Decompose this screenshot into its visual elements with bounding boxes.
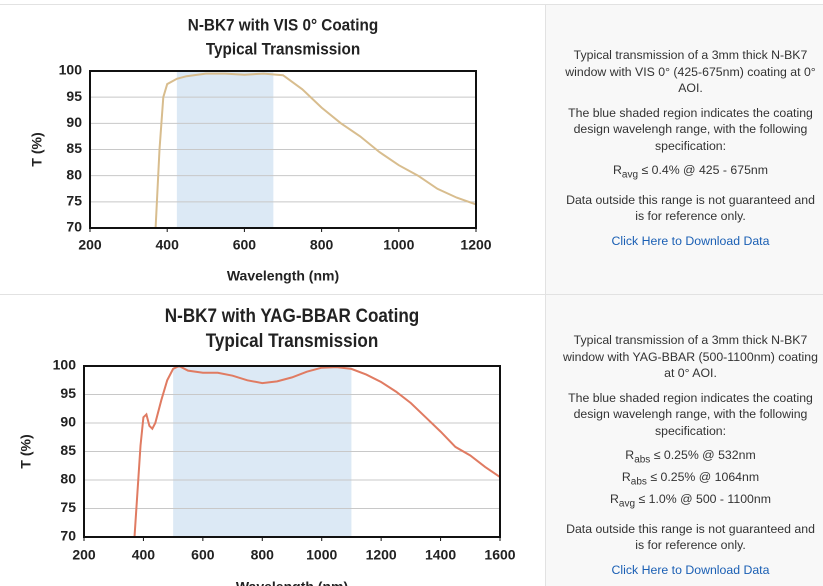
y-tick-label: 85 xyxy=(66,140,82,156)
x-axis-label: Wavelength (nm) xyxy=(227,268,339,284)
y-tick-label: 95 xyxy=(60,385,76,401)
y-tick-label: 100 xyxy=(53,357,77,373)
x-tick-label: 1200 xyxy=(366,547,397,563)
transmission-line xyxy=(133,364,501,538)
x-tick-label: 800 xyxy=(251,547,275,563)
spec-list: Rabs ≤ 0.25% @ 532nm Rabs ≤ 0.25% @ 1064n… xyxy=(560,447,821,513)
spec-sub: abs xyxy=(630,476,647,488)
x-tick-label: 200 xyxy=(72,547,96,563)
spec-symbol: R xyxy=(610,491,619,506)
plot-frame xyxy=(83,365,501,538)
chart-subtitle: Typical Transmission xyxy=(206,40,360,59)
x-tick-label: 1600 xyxy=(484,547,515,563)
download-link[interactable]: Click Here to Download Data xyxy=(611,562,770,577)
spec-list: Ravg ≤ 0.4% @ 425 - 675nm xyxy=(560,162,821,184)
spec-symbol: R xyxy=(613,163,622,177)
disclaimer: Data outside this range is not guarantee… xyxy=(566,192,815,224)
row-border xyxy=(0,294,823,295)
x-tick-label: 200 xyxy=(78,237,102,253)
charts: N-BK7 with VIS 0° Coating Typical Transmi… xyxy=(18,16,516,586)
spec-text: ≤ 0.25% @ 1064nm xyxy=(650,469,760,484)
spec: Ravg ≤ 1.0% @ 500 - 1100nm xyxy=(560,491,821,513)
y-tick-label: 90 xyxy=(60,414,76,430)
y-tick-label: 85 xyxy=(60,442,76,458)
x-tick-label: 400 xyxy=(156,237,180,253)
x-tick-label: 800 xyxy=(310,237,334,253)
spec: Rabs ≤ 0.25% @ 1064nm xyxy=(560,469,821,491)
chart-title: N-BK7 with VIS 0° Coating xyxy=(188,16,378,35)
y-tick-label: 70 xyxy=(66,219,82,235)
y-axis-label: T (%) xyxy=(18,434,34,468)
y-tick-label: 75 xyxy=(66,193,82,209)
chart-subtitle: Typical Transmission xyxy=(206,330,379,351)
row-border xyxy=(0,4,823,5)
y-tick-label: 100 xyxy=(59,62,83,78)
x-tick-label: 1000 xyxy=(383,237,414,253)
description: Typical transmission of a 3mm thick N-BK… xyxy=(563,333,818,380)
description-panel: Typical transmission of a 3mm thick N-BK… xyxy=(545,5,823,294)
y-tick-label: 80 xyxy=(60,471,76,487)
chart-title: N-BK7 with YAG-BBAR Coating xyxy=(165,305,419,326)
x-tick-label: 1400 xyxy=(425,547,456,563)
x-tick-label: 400 xyxy=(132,547,156,563)
x-tick-label: 600 xyxy=(233,237,257,253)
y-tick-label: 70 xyxy=(60,528,76,544)
transmission-line xyxy=(154,72,477,229)
spec-symbol: R xyxy=(625,448,635,462)
note: The blue shaded region indicates the coa… xyxy=(568,390,813,438)
spec: Ravg ≤ 0.4% @ 425 - 675nm xyxy=(560,162,821,184)
y-tick-label: 75 xyxy=(60,499,76,515)
y-tick-label: 90 xyxy=(66,114,82,130)
description-panel: Typical transmission of a 3mm thick N-BK… xyxy=(545,295,823,586)
y-axis-label: T (%) xyxy=(29,132,45,166)
spec-sub: avg xyxy=(621,169,639,181)
spec-text: ≤ 0.4% @ 425 - 675nm xyxy=(641,163,768,177)
y-tick-label: 95 xyxy=(66,88,82,104)
x-tick-label: 1000 xyxy=(306,547,337,563)
disclaimer: Data outside this range is not guarantee… xyxy=(566,521,815,553)
spec-sub: avg xyxy=(618,498,636,510)
y-tick-label: 80 xyxy=(66,166,82,182)
spec-symbol: R xyxy=(621,469,631,484)
spec-text: ≤ 0.25% @ 532nm xyxy=(653,448,756,462)
x-tick-label: 600 xyxy=(191,547,215,563)
spec: Rabs ≤ 0.25% @ 532nm xyxy=(560,447,821,469)
download-link[interactable]: Click Here to Download Data xyxy=(611,233,770,248)
x-axis-label: Wavelength (nm) xyxy=(236,579,348,586)
note: The blue shaded region indicates the coa… xyxy=(568,105,813,153)
spec-sub: abs xyxy=(634,454,651,466)
x-tick-label: 1200 xyxy=(460,237,491,253)
plot-frame xyxy=(89,70,477,229)
description: Typical transmission of a 3mm thick N-BK… xyxy=(565,48,816,95)
spec-text: ≤ 1.0% @ 500 - 1100nm xyxy=(638,491,771,506)
